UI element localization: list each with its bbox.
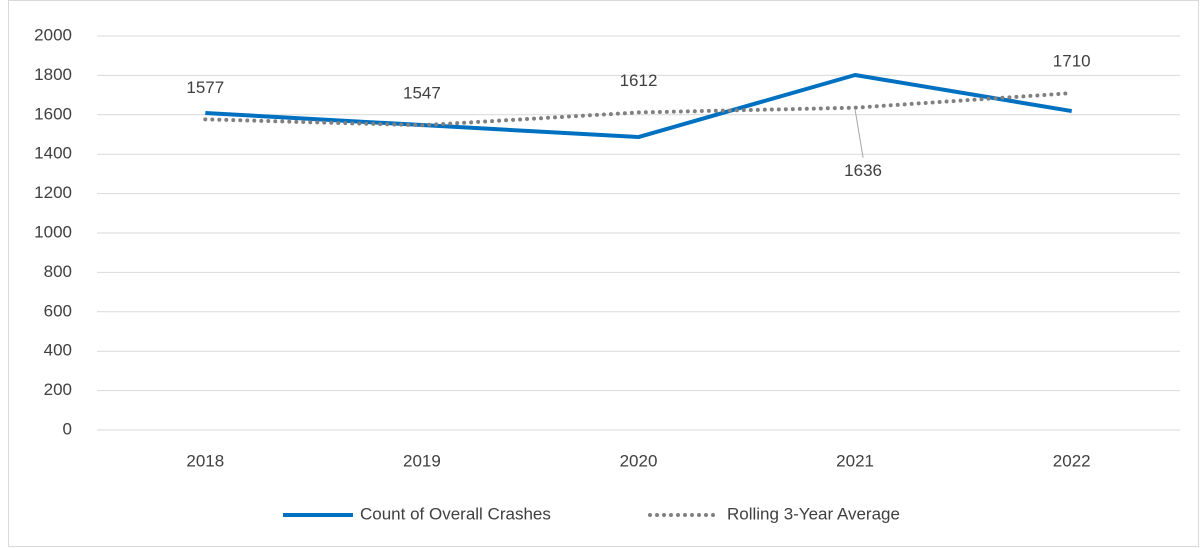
y-tick-label: 1000: [34, 222, 72, 241]
y-tick-label: 2000: [34, 25, 72, 44]
x-tick-label: 2018: [186, 451, 224, 470]
y-tick-label: 1800: [34, 65, 72, 84]
x-tick-label: 2021: [836, 451, 874, 470]
y-tick-label: 0: [63, 419, 72, 438]
y-tick-label: 800: [44, 262, 72, 281]
y-tick-label: 1600: [34, 104, 72, 123]
y-tick-label: 600: [44, 301, 72, 320]
data-label: 1636: [844, 161, 882, 180]
data-label: 1710: [1053, 52, 1091, 71]
leader-line: [854, 109, 864, 158]
y-tick-label: 200: [44, 380, 72, 399]
data-label: 1612: [620, 71, 658, 90]
y-tick-label: 400: [44, 341, 72, 360]
x-tick-label: 2020: [620, 451, 658, 470]
chart-border: [8, 0, 1199, 547]
series-line: [205, 73, 1073, 140]
data-label: 1547: [403, 84, 441, 103]
y-tick-label: 1400: [34, 144, 72, 163]
legend-label: Rolling 3-Year Average: [727, 504, 900, 523]
data-label: 1577: [186, 78, 224, 97]
y-tick-label: 1200: [34, 183, 72, 202]
series-line: [203, 91, 1074, 128]
x-tick-label: 2019: [403, 451, 441, 470]
legend-label: Count of Overall Crashes: [360, 504, 551, 523]
x-tick-label: 2022: [1053, 451, 1091, 470]
